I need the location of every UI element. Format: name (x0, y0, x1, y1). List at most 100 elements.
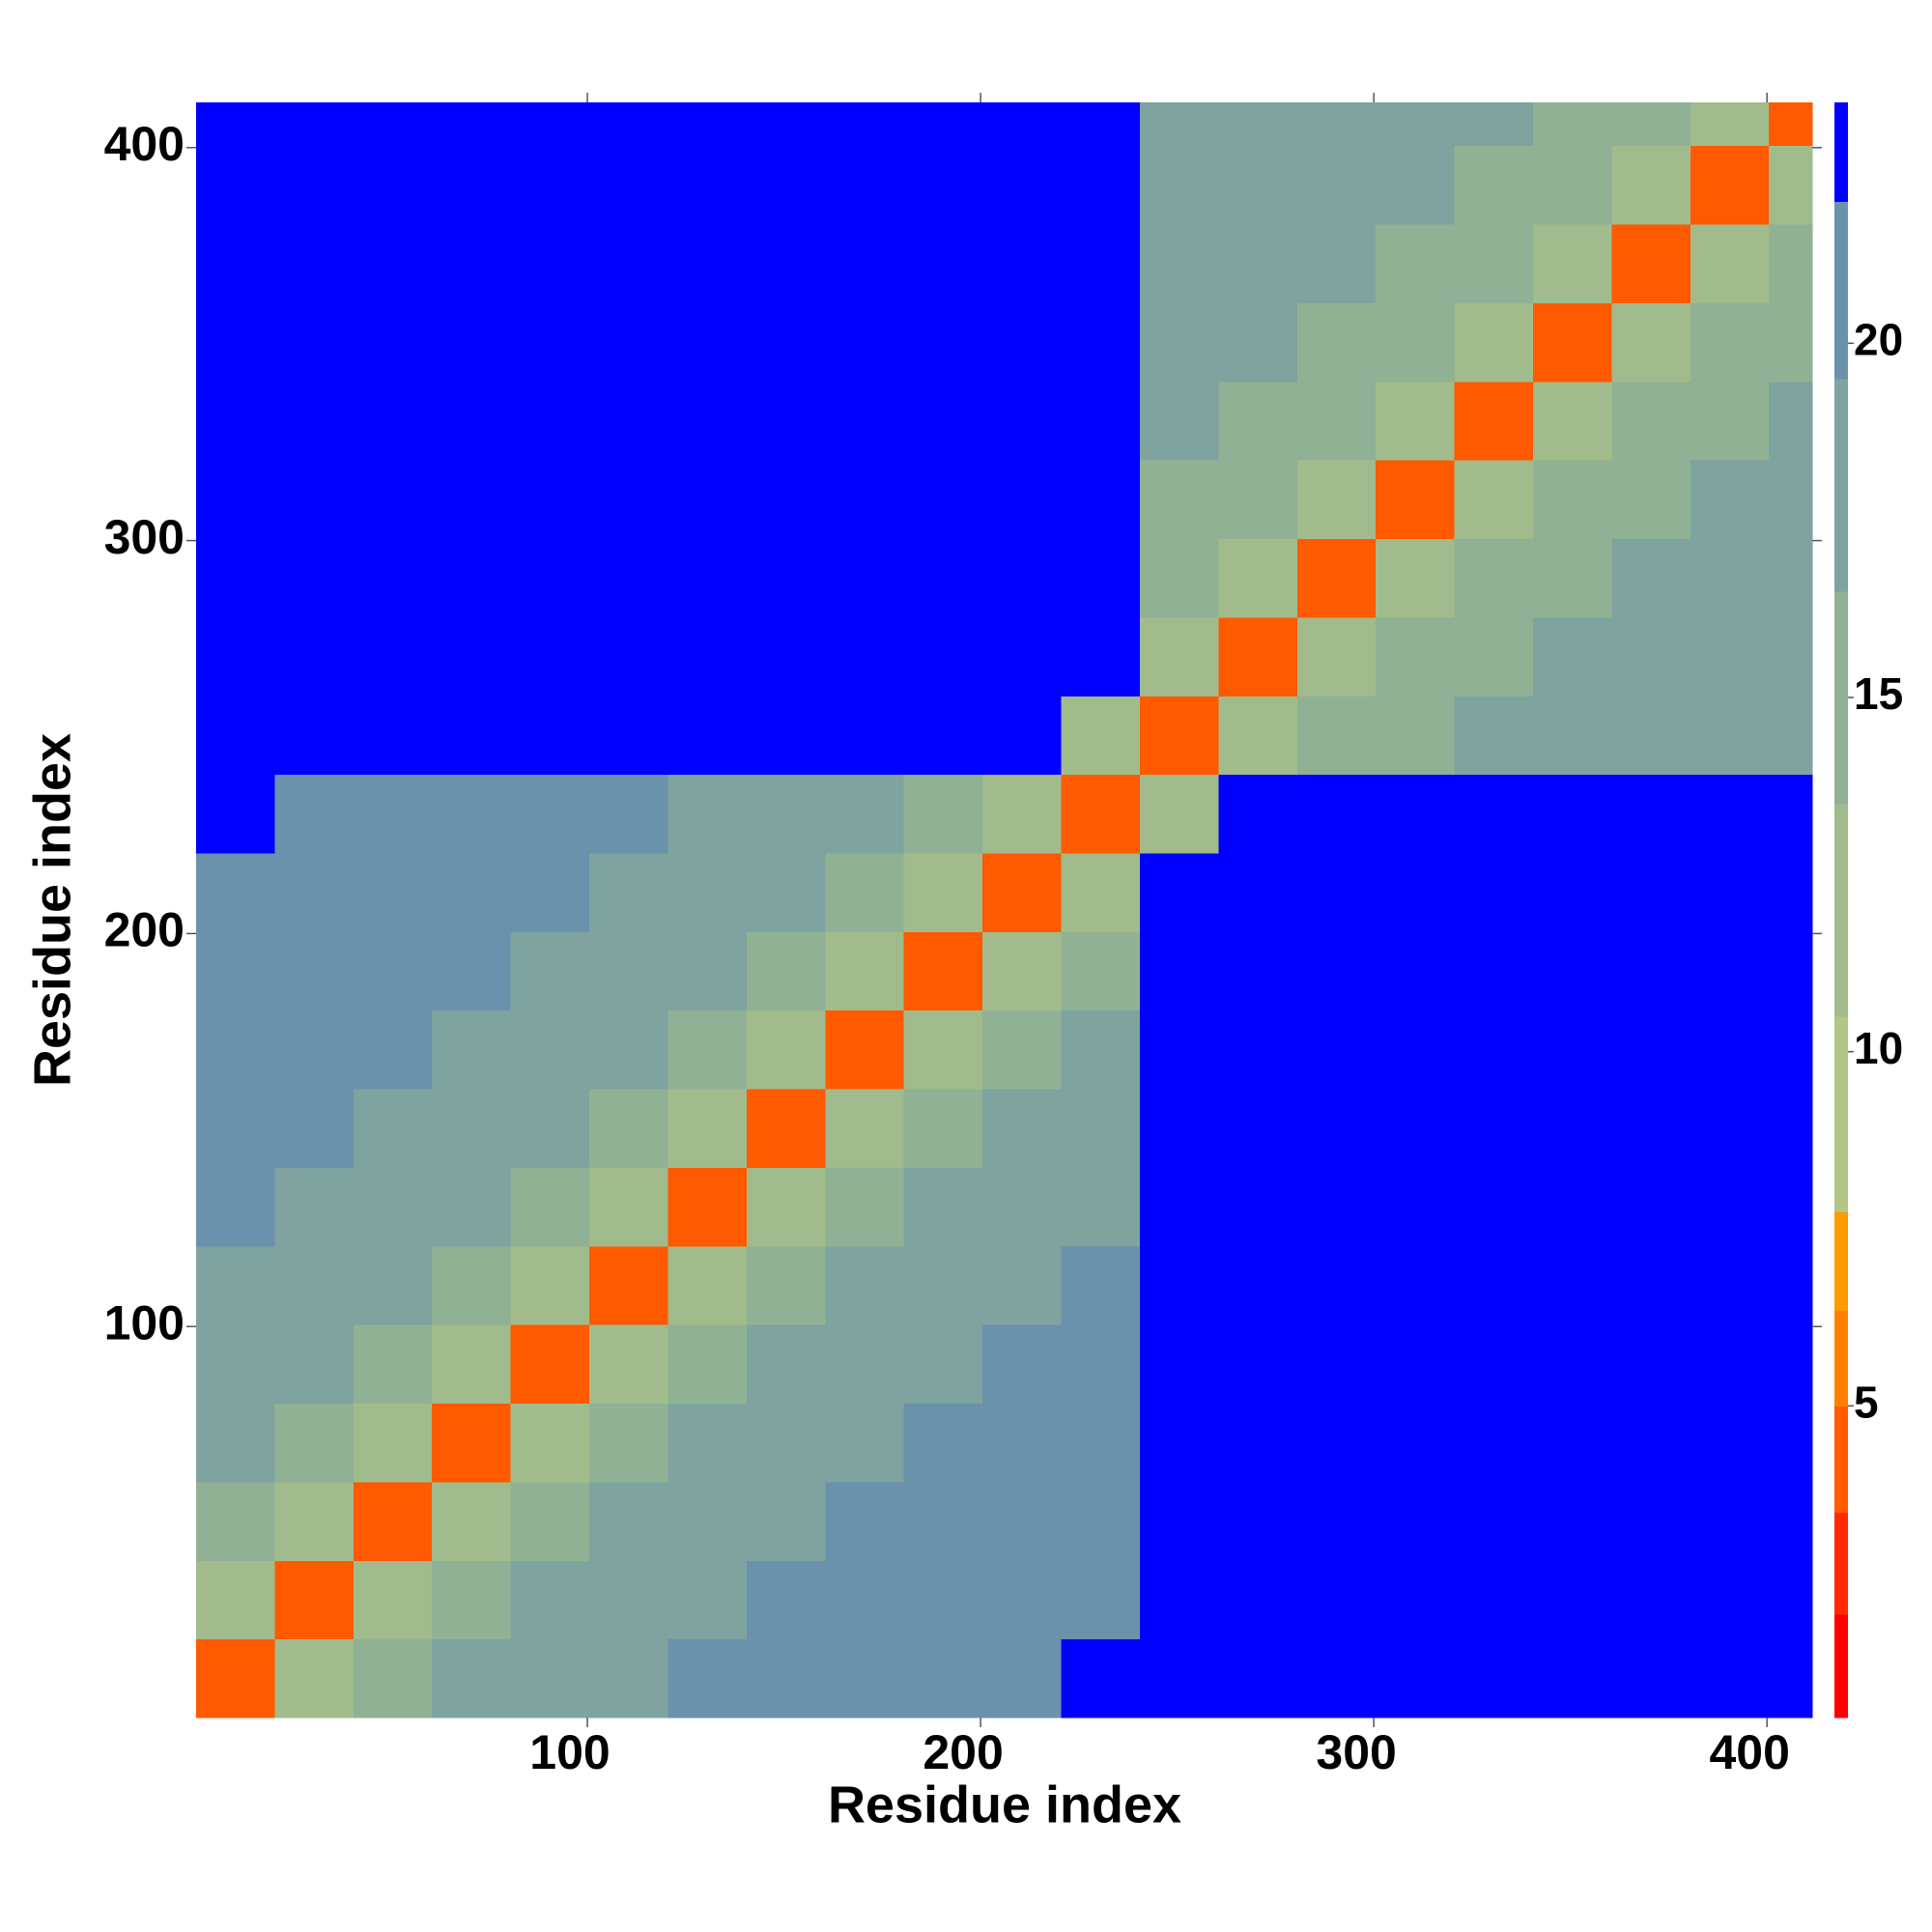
heatmap-cell (668, 460, 748, 540)
heatmap-cell (432, 1403, 512, 1483)
heatmap-cell (1218, 774, 1298, 854)
heatmap-cell (746, 102, 826, 147)
heatmap-cell (1061, 1324, 1141, 1405)
heatmap-cell (1532, 931, 1612, 1011)
heatmap-cell (982, 1167, 1063, 1247)
heatmap-cell (196, 538, 275, 618)
heatmap-cell (1376, 102, 1456, 147)
heatmap-cell (1376, 224, 1456, 303)
heatmap-cell (1532, 1009, 1612, 1090)
heatmap-cell (432, 931, 512, 1011)
heatmap-cell (1061, 224, 1141, 303)
heatmap-cell (825, 538, 905, 618)
heatmap-cell (510, 224, 590, 303)
heatmap-cell (196, 696, 275, 776)
heatmap-cell (1611, 696, 1691, 776)
colorbar-band (1834, 1211, 1848, 1311)
heatmap-cell (1139, 774, 1219, 854)
heatmap-cell (510, 1167, 590, 1247)
heatmap-cell (353, 853, 433, 932)
heatmap-cell (982, 1089, 1063, 1168)
heatmap-cell (1690, 696, 1770, 776)
heatmap-cell (903, 1245, 983, 1325)
heatmap-cell (1690, 1560, 1770, 1640)
heatmap-cell (196, 1560, 275, 1640)
heatmap-cell (903, 145, 983, 225)
heatmap-cell (1769, 1167, 1813, 1247)
heatmap-cell (1376, 145, 1456, 225)
heatmap-cell (982, 1324, 1063, 1405)
heatmap-cell (1218, 102, 1298, 147)
heatmap-cell (1454, 102, 1534, 147)
heatmap-cell (1139, 538, 1219, 618)
heatmap-cell (746, 1245, 826, 1325)
heatmap-cell (825, 1403, 905, 1483)
heatmap-cell (1769, 931, 1813, 1011)
heatmap-cell (589, 1560, 668, 1640)
heatmap-cell (1532, 1089, 1612, 1168)
heatmap-cell (1532, 1403, 1612, 1483)
heatmap-cell (1454, 696, 1534, 776)
heatmap-cell (903, 696, 983, 776)
heatmap-cell (1611, 538, 1691, 618)
heatmap-cell (1376, 538, 1456, 618)
heatmap-cell (1139, 302, 1219, 383)
heatmap-cell (1611, 1560, 1691, 1640)
heatmap-cell (1690, 538, 1770, 618)
heatmap-cell (746, 1560, 826, 1640)
heatmap-cell (589, 1403, 668, 1483)
heatmap-cell (1690, 1089, 1770, 1168)
heatmap-cell (196, 774, 275, 854)
heatmap-cell (1061, 696, 1141, 776)
heatmap-cell (825, 696, 905, 776)
heatmap-cell (1376, 696, 1456, 776)
heatmap-cell (1769, 774, 1813, 854)
heatmap-cell (982, 1009, 1063, 1090)
heatmap-cell (1532, 1481, 1612, 1561)
heatmap-cell (1769, 1560, 1813, 1640)
heatmap-cell (196, 1324, 275, 1405)
heatmap-cell (510, 460, 590, 540)
heatmap-cell (196, 302, 275, 383)
heatmap-cell (668, 302, 748, 383)
heatmap-cell (1690, 302, 1770, 383)
heatmap-cell (432, 1481, 512, 1561)
heatmap-cell (1532, 1324, 1612, 1405)
heatmap-cell (589, 1245, 668, 1325)
colorbar-band (1834, 1512, 1848, 1615)
heatmap-cell (510, 1009, 590, 1090)
heatmap-cell (982, 853, 1063, 932)
heatmap-cell (1690, 102, 1770, 147)
heatmap-cell (1139, 1560, 1219, 1640)
heatmap-cell (589, 931, 668, 1011)
heatmap-cell (274, 931, 355, 1011)
heatmap-cell (1061, 853, 1141, 932)
heatmap-cell (1061, 1089, 1141, 1168)
heatmap-cell (1532, 302, 1612, 383)
heatmap-cell (1139, 1324, 1219, 1405)
colorbar-tick-label: 20 (1854, 314, 1903, 364)
heatmap-cell (353, 538, 433, 618)
heatmap-cell (1611, 774, 1691, 854)
heatmap-cell (982, 102, 1063, 147)
heatmap-cell (1376, 1245, 1456, 1325)
y-tick-label: 100 (104, 1295, 185, 1350)
heatmap-cell (1061, 774, 1141, 854)
heatmap-cell (982, 145, 1063, 225)
heatmap-cell (1769, 853, 1813, 932)
heatmap-cell (1139, 1403, 1219, 1483)
heatmap-cell (510, 102, 590, 147)
heatmap-cell (196, 224, 275, 303)
heatmap-cell (1454, 616, 1534, 696)
heatmap-cell (1296, 616, 1377, 696)
heatmap-cell (1532, 774, 1612, 854)
heatmap-cell (1611, 1403, 1691, 1483)
heatmap-cell (668, 1167, 748, 1247)
heatmap-cell (1218, 931, 1298, 1011)
heatmap-cell (432, 616, 512, 696)
heatmap-cell (825, 931, 905, 1011)
heatmap-cell (746, 774, 826, 854)
heatmap-cell (746, 931, 826, 1011)
heatmap-cell (589, 145, 668, 225)
heatmap-cell (825, 853, 905, 932)
